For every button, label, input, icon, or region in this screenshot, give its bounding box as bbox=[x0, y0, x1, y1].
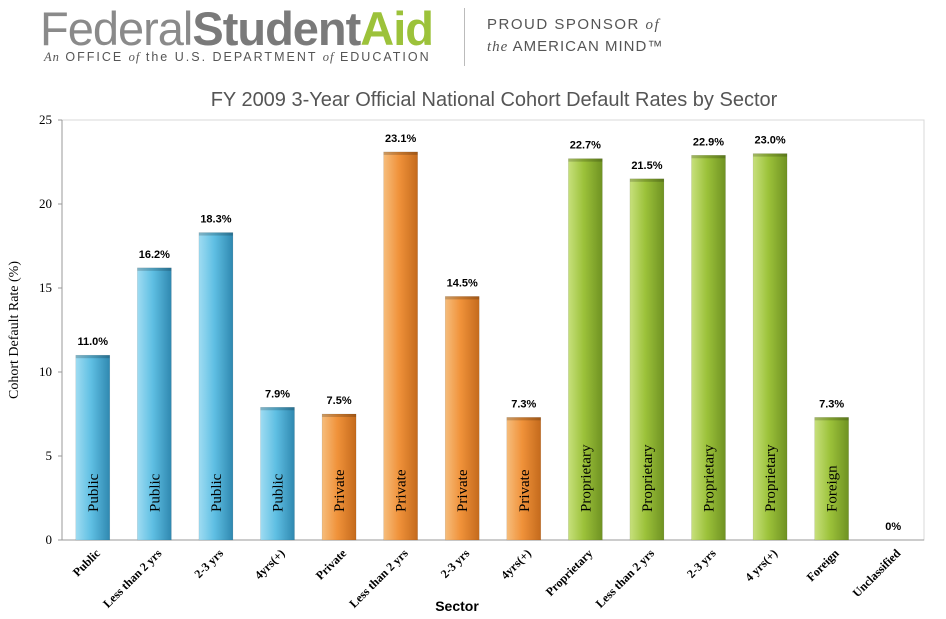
chart-title: FY 2009 3-Year Official National Cohort … bbox=[211, 89, 778, 111]
bar-cap bbox=[568, 158, 603, 162]
logo-federal: Federal bbox=[40, 2, 193, 55]
x-tick-label: Less than 2 yrs bbox=[346, 546, 411, 611]
bar-inner-label: Private bbox=[455, 469, 471, 512]
bar-inner-label: Public bbox=[209, 473, 225, 512]
bar-3 bbox=[260, 407, 295, 541]
header-divider bbox=[464, 8, 465, 66]
value-label: 7.9% bbox=[265, 388, 290, 400]
bar-cap bbox=[506, 417, 541, 421]
value-label: 7.5% bbox=[327, 395, 352, 407]
y-tick-label: 15 bbox=[39, 280, 52, 295]
x-tick-label: Unclassified bbox=[850, 546, 904, 600]
bar-inner-label: Public bbox=[271, 473, 287, 512]
y-axis-label: Cohort Default Rate (%) bbox=[7, 261, 22, 399]
plot-area bbox=[61, 119, 925, 541]
bars: 11.0% Public 16.2% Public 18.3% Public 7.9% Pub… bbox=[75, 133, 901, 541]
bar-11 bbox=[752, 153, 788, 541]
value-label: 7.3% bbox=[819, 398, 844, 410]
bar-1 bbox=[137, 267, 172, 541]
fsa-logo: FederalStudentAid bbox=[40, 2, 434, 55]
bar-10 bbox=[691, 155, 726, 541]
x-tick-label: Proprietary bbox=[543, 546, 596, 599]
logo-aid: Aid bbox=[360, 2, 434, 55]
y-tick-label: 20 bbox=[39, 196, 52, 211]
bar-inner-label: Foreign bbox=[825, 465, 841, 512]
bar-8 bbox=[568, 158, 603, 541]
logo-tagline: An OFFICE of the U.S. DEPARTMENT of EDUC… bbox=[44, 50, 431, 64]
bar-12 bbox=[814, 417, 849, 541]
bar-6 bbox=[444, 296, 480, 541]
y-tick-label: 25 bbox=[39, 112, 52, 127]
x-tick-label: 4yrs(+) bbox=[498, 546, 534, 582]
bar-inner-label: Public bbox=[147, 473, 163, 512]
bar-cap bbox=[753, 153, 788, 157]
x-tick-label: 4 yrs(+) bbox=[742, 546, 780, 584]
bar-inner-label: Proprietary bbox=[578, 444, 594, 512]
value-label: 14.5% bbox=[447, 277, 478, 289]
logo-student: Student bbox=[192, 2, 361, 55]
y-tick-label: 10 bbox=[39, 364, 52, 379]
bar-2 bbox=[198, 232, 234, 541]
bar-inner-label: Public bbox=[86, 473, 102, 512]
y-ticks: 0 5 10 15 20 25 bbox=[39, 112, 62, 547]
sponsor-line-1: PROUD SPONSOR of bbox=[487, 16, 661, 33]
value-label: 23.1% bbox=[385, 133, 416, 145]
y-tick-label: 0 bbox=[46, 532, 53, 547]
bar-cap bbox=[629, 178, 664, 182]
x-tick-label: 2-3 yrs bbox=[191, 546, 226, 581]
x-tick-label: 2-3 yrs bbox=[684, 546, 719, 581]
bar-cap bbox=[322, 414, 357, 417]
bar-cap bbox=[383, 151, 418, 155]
value-label: 22.7% bbox=[570, 140, 601, 152]
bar-cap bbox=[814, 417, 849, 421]
x-tick-label: Foreign bbox=[804, 546, 842, 584]
x-tick-label: Private bbox=[313, 546, 350, 583]
bar-9 bbox=[629, 178, 665, 541]
bar-cap bbox=[445, 296, 480, 300]
bar-inner-label: Proprietary bbox=[702, 444, 718, 512]
bar-inner-label: Private bbox=[332, 469, 348, 512]
value-label: 21.5% bbox=[631, 160, 662, 172]
bar-cap bbox=[137, 267, 172, 271]
bar-cap bbox=[75, 355, 110, 359]
x-tick-label: 4yrs(+) bbox=[252, 546, 288, 582]
bar-cap bbox=[198, 232, 233, 236]
x-axis-label: Sector bbox=[435, 598, 479, 614]
y-tick-label: 5 bbox=[46, 448, 53, 463]
x-tick-label: Less than 2 yrs bbox=[100, 546, 165, 611]
x-tick-label: 2-3 yrs bbox=[438, 546, 473, 581]
header: FederalStudentAid An OFFICE of the U.S. … bbox=[0, 0, 946, 76]
value-label: 11.0% bbox=[77, 336, 108, 348]
bar-cap bbox=[260, 407, 295, 411]
bar-0 bbox=[75, 354, 111, 541]
bar-5 bbox=[383, 151, 418, 541]
bar-4 bbox=[321, 413, 357, 541]
bar-inner-label: Private bbox=[517, 469, 533, 512]
value-label: 0% bbox=[885, 521, 901, 533]
x-tick-label: Less than 2 yrs bbox=[593, 546, 658, 611]
sponsor-line-2: the AMERICAN MIND™ bbox=[487, 38, 664, 55]
x-tick-label: Public bbox=[70, 546, 103, 579]
bar-inner-label: Private bbox=[394, 469, 410, 512]
value-label: 16.2% bbox=[139, 249, 170, 261]
bar-inner-label: Proprietary bbox=[640, 444, 656, 512]
bar-7 bbox=[506, 417, 542, 541]
bar-cap bbox=[691, 155, 726, 159]
value-label: 22.9% bbox=[693, 136, 724, 148]
bar-inner-label: Proprietary bbox=[763, 444, 779, 512]
value-label: 7.3% bbox=[511, 398, 536, 410]
value-label: 23.0% bbox=[754, 135, 785, 147]
value-label: 18.3% bbox=[200, 214, 231, 226]
